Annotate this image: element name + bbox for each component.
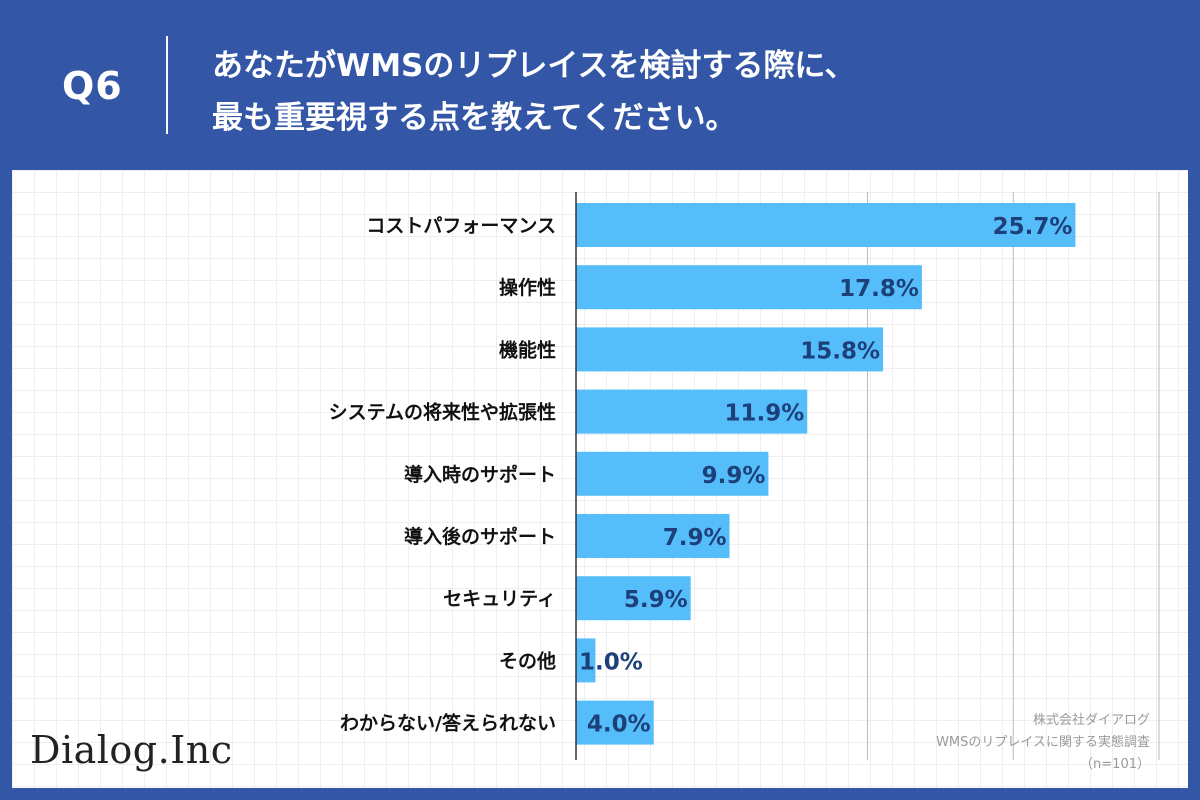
value-label-1: 17.8% — [839, 276, 919, 302]
question-number: Q6 — [62, 64, 123, 108]
source-note: 株式会社ダイアログ WMSのリプレイスに関する実態調査 （n=101） — [936, 710, 1150, 776]
bar-chart: コストパフォーマンス 25.7% 操作性 17.8% 機能性 15.8% システムの将来性や… — [329, 192, 1160, 760]
category-label-4: 導入時のサポート — [404, 463, 556, 486]
sample-size: （n=101） — [1080, 757, 1150, 772]
chart-panel: コストパフォーマンス 25.7% 操作性 17.8% 機能性 15.8% システムの将来性や… — [12, 170, 1188, 788]
category-label-7: その他 — [499, 649, 556, 672]
value-label-3: 11.9% — [724, 401, 804, 427]
labels: コストパフォーマンス 25.7% 操作性 17.8% 機能性 15.8% システムの将来性や… — [329, 214, 1073, 738]
bar-2 — [576, 327, 884, 372]
bar-3 — [576, 389, 808, 434]
header-divider — [166, 36, 168, 134]
bar-8 — [576, 700, 654, 745]
company-logo: Dialog.Inc — [30, 728, 233, 772]
value-label-2: 15.8% — [800, 338, 880, 364]
question-text: あなたがWMSのリプレイスを検討する際に、 最も重要視する点を教えてください。 — [212, 48, 856, 136]
header: Q6 あなたがWMSのリプレイスを検討する際に、 最も重要視する点を教えてくださ… — [0, 0, 1200, 170]
source-survey: WMSのリプレイスに関する実態調査 — [936, 735, 1150, 750]
value-label-7: 1.0% — [579, 649, 643, 675]
category-label-3: システムの将来性や拡張性 — [329, 401, 556, 424]
bars — [576, 203, 1076, 745]
value-label-0: 25.7% — [993, 214, 1073, 240]
bar-4 — [576, 451, 769, 496]
category-label-0: コストパフォーマンス — [366, 215, 556, 237]
category-label-1: 操作性 — [499, 276, 556, 299]
category-label-6: セキュリティ — [443, 588, 556, 610]
bar-0 — [576, 203, 1076, 247]
category-label-2: 機能性 — [499, 338, 556, 361]
value-label-6: 5.9% — [624, 587, 688, 613]
bar-5 — [576, 514, 730, 558]
bar-7 — [576, 638, 596, 683]
category-label-8: わからない/答えられない — [340, 712, 556, 735]
bar-1 — [576, 265, 922, 310]
category-label-5: 導入後のサポート — [404, 525, 556, 548]
value-label-5: 7.9% — [663, 525, 727, 551]
value-label-8: 4.0% — [587, 712, 651, 738]
value-label-4: 9.9% — [702, 463, 766, 489]
source-company: 株式会社ダイアログ — [1032, 713, 1150, 728]
bar-6 — [576, 576, 691, 621]
